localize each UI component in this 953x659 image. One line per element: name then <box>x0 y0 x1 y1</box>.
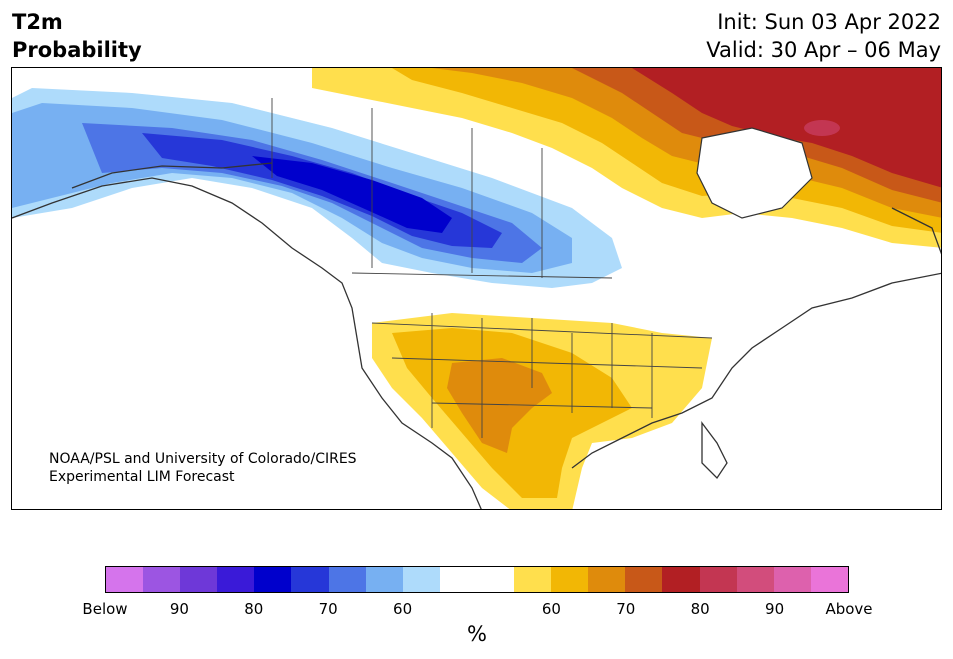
color-bar-tick-label: Above <box>825 600 873 618</box>
color-bar-tick-label: 70 <box>318 600 338 618</box>
color-bar-tick-label: 90 <box>169 600 189 618</box>
color-bar <box>105 566 849 593</box>
warm-anomaly-peak <box>804 120 840 136</box>
color-bar-segment <box>402 567 440 592</box>
color-bar-segment <box>625 567 663 592</box>
color-bar-segment <box>699 567 737 592</box>
color-bar-segment <box>143 567 181 592</box>
color-bar-segment <box>439 567 477 592</box>
credit-line-2: Experimental LIM Forecast <box>49 469 235 485</box>
warm-anomaly-south-70 <box>447 358 552 453</box>
init-date: Init: Sun 03 Apr 2022 <box>717 10 941 34</box>
credit-line-1: NOAA/PSL and University of Colorado/CIRE… <box>49 451 357 467</box>
color-bar-segment <box>365 567 403 592</box>
title-variable: T2m <box>12 10 63 34</box>
title-type: Probability <box>12 38 142 62</box>
color-bar-segment <box>254 567 292 592</box>
data-credit: NOAA/PSL and University of Colorado/CIRE… <box>49 450 357 486</box>
political-borders <box>271 98 713 438</box>
map-canvas <box>12 68 941 509</box>
map-title: T2m Probability <box>12 8 142 64</box>
color-bar-segment <box>180 567 218 592</box>
color-bar-segment <box>476 567 515 592</box>
color-bar-segment <box>106 567 144 592</box>
color-bar-segment <box>514 567 552 592</box>
color-bar-segment <box>810 567 848 592</box>
color-bar-tick-label: 60 <box>541 600 561 618</box>
valid-range: Valid: 30 Apr – 06 May <box>706 38 941 62</box>
color-bar-tick-label: Below <box>82 600 128 618</box>
color-bar-unit: % <box>467 622 487 646</box>
color-bar-tick-label: 80 <box>690 600 710 618</box>
cold-anomaly-85 <box>252 156 452 233</box>
forecast-dates: Init: Sun 03 Apr 2022 Valid: 30 Apr – 06… <box>706 8 941 64</box>
color-bar-segment <box>736 567 774 592</box>
warm-anomaly-north-5 <box>632 68 941 188</box>
coastlines <box>12 162 941 509</box>
color-bar-segment <box>588 567 626 592</box>
color-bar-tick-label: 90 <box>765 600 785 618</box>
color-bar-segment <box>662 567 700 592</box>
color-bar-segment <box>291 567 329 592</box>
color-bar-segment <box>773 567 811 592</box>
forecast-map <box>11 67 942 510</box>
color-bar-segment <box>328 567 366 592</box>
color-bar-tick-label: 70 <box>616 600 636 618</box>
color-bar-tick-label: 60 <box>393 600 413 618</box>
color-bar-tick-label: 80 <box>244 600 264 618</box>
color-bar-segment <box>551 567 589 592</box>
hudson-bay <box>696 127 813 219</box>
color-bar-segment <box>217 567 255 592</box>
